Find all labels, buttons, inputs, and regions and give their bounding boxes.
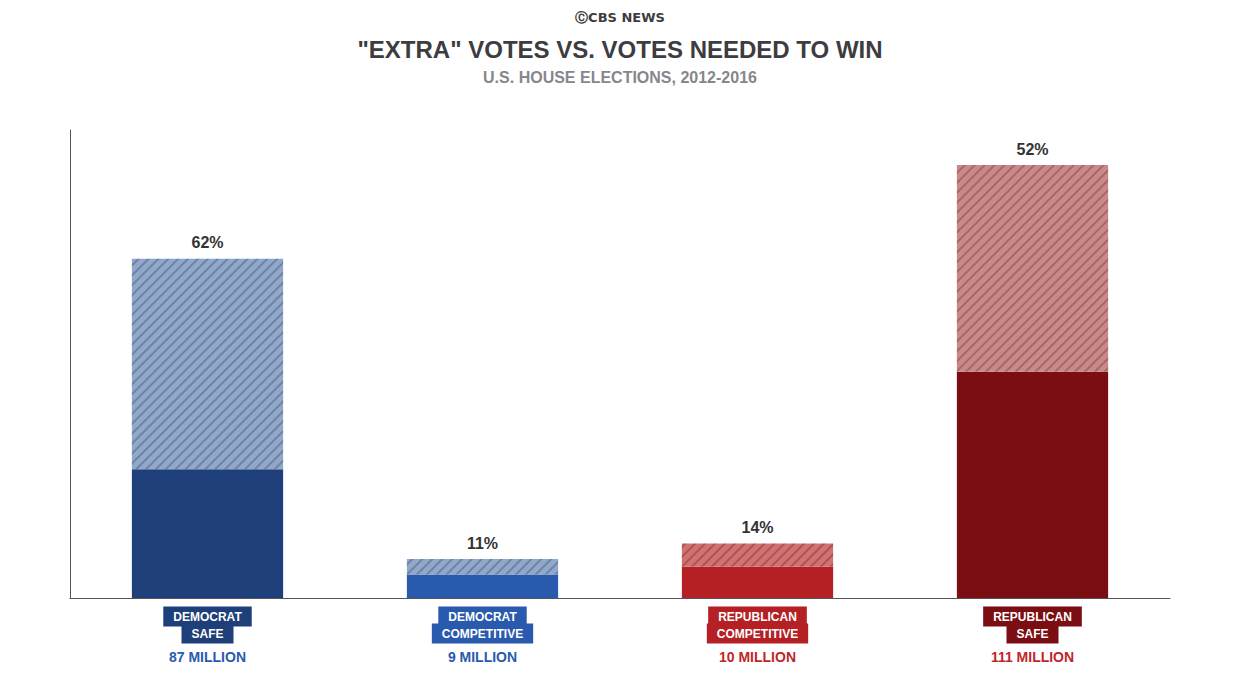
svg-text:111 MILLION: 111 MILLION	[991, 649, 1074, 665]
svg-text:REPUBLICAN: REPUBLICAN	[718, 610, 797, 624]
svg-text:11%: 11%	[467, 535, 498, 552]
svg-text:SAFE: SAFE	[191, 627, 223, 641]
svg-text:52%: 52%	[1016, 141, 1048, 158]
svg-text:14%: 14%	[741, 519, 773, 536]
svg-text:62%: 62%	[191, 234, 223, 251]
svg-text:U.S. HOUSE ELECTIONS, 2012-201: U.S. HOUSE ELECTIONS, 2012-2016	[483, 69, 757, 86]
svg-text:10 MILLION: 10 MILLION	[719, 649, 796, 665]
svg-text:9 MILLION: 9 MILLION	[448, 649, 517, 665]
svg-text:DEMOCRAT: DEMOCRAT	[448, 610, 517, 624]
svg-text:REPUBLICAN: REPUBLICAN	[993, 610, 1072, 624]
svg-text:SAFE: SAFE	[1016, 627, 1048, 641]
svg-text:COMPETITIVE: COMPETITIVE	[717, 627, 798, 641]
svg-text:DEMOCRAT: DEMOCRAT	[173, 610, 242, 624]
svg-text:COMPETITIVE: COMPETITIVE	[442, 627, 523, 641]
svg-text:ⒸCBS NEWS: ⒸCBS NEWS	[575, 10, 665, 25]
svg-text:"EXTRA" VOTES VS. VOTES NEEDED: "EXTRA" VOTES VS. VOTES NEEDED TO WIN	[357, 36, 882, 63]
svg-text:87 MILLION: 87 MILLION	[169, 649, 246, 665]
